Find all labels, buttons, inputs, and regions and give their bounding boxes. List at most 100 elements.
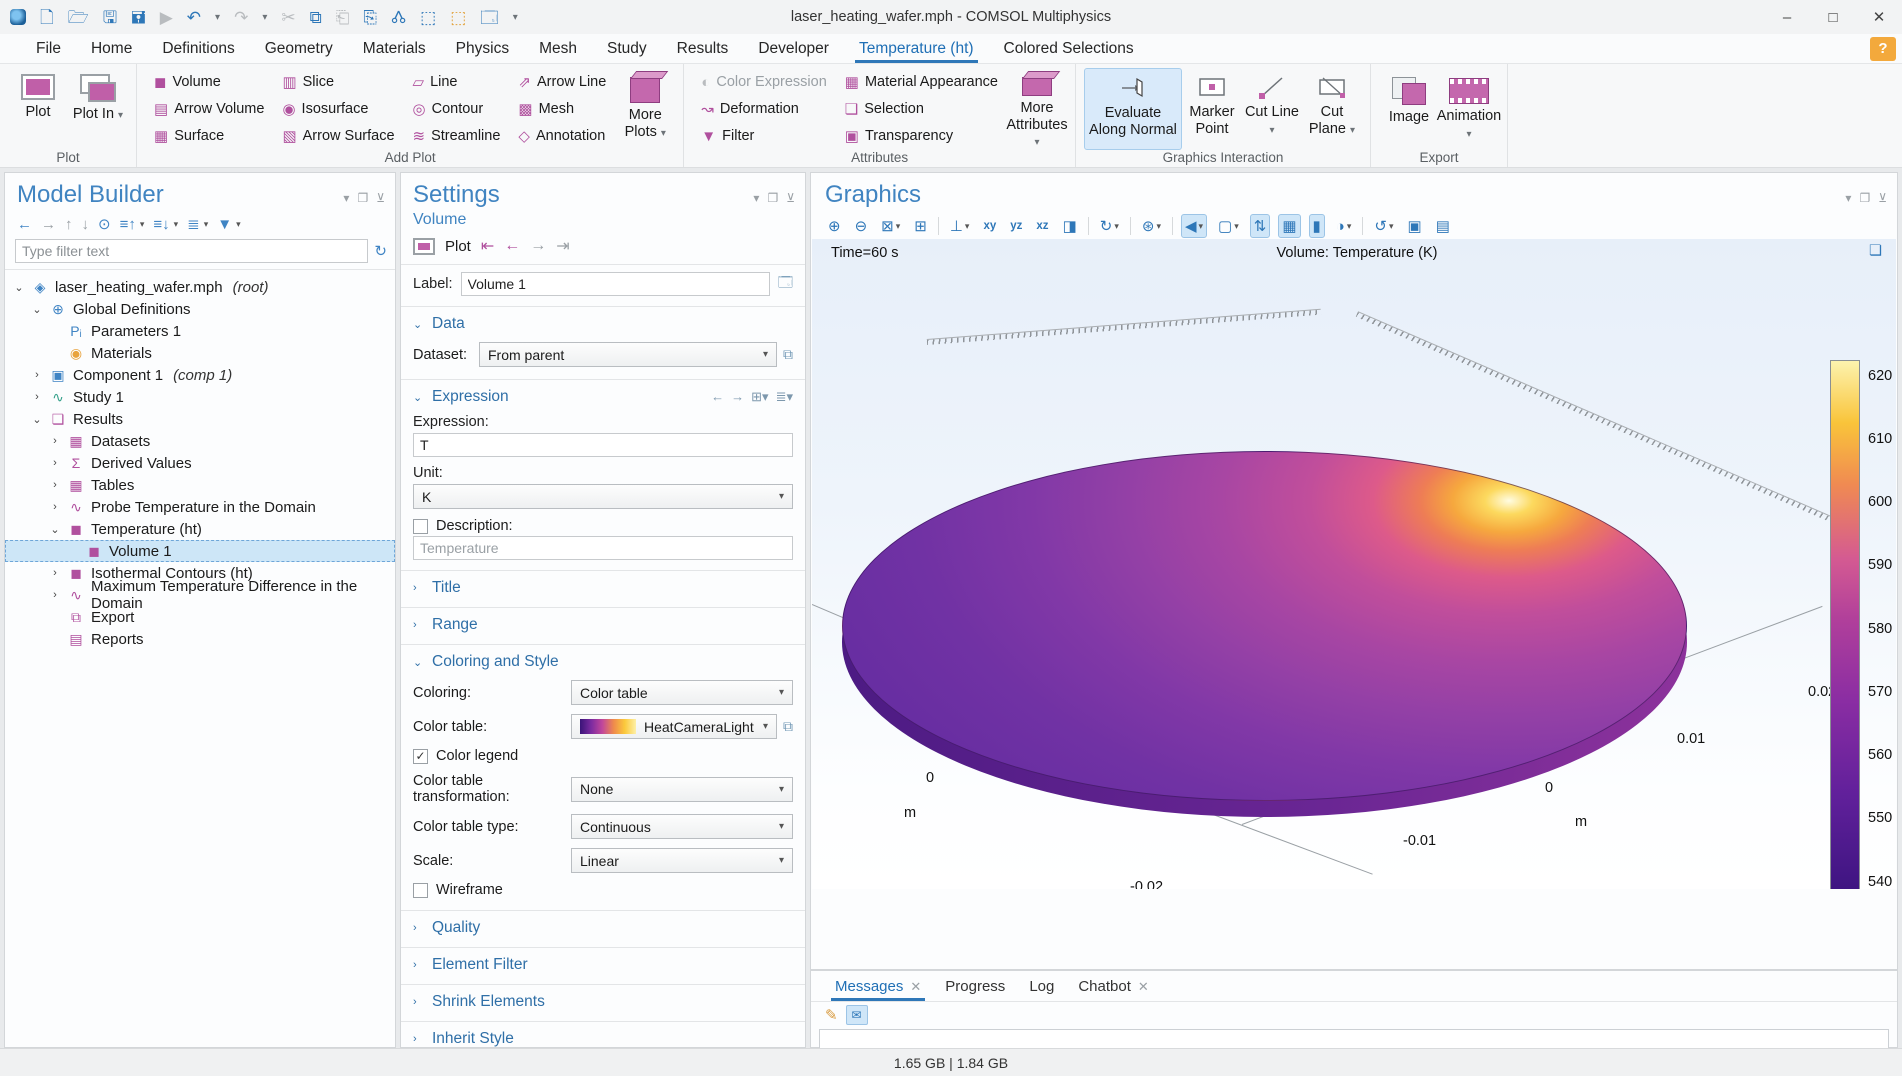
menu-materials[interactable]: Materials	[349, 36, 440, 62]
plot-button[interactable]: Plot	[8, 68, 68, 150]
selection-button[interactable]: ❏Selection	[838, 97, 1005, 121]
expression-input[interactable]	[413, 433, 793, 457]
panel-menu-icon[interactable]: ▾	[753, 191, 759, 205]
menu-geometry[interactable]: Geometry	[251, 36, 347, 62]
expander-icon[interactable]: ›	[49, 435, 61, 447]
volume-button[interactable]: ◼Volume	[147, 70, 271, 94]
menu-temperature-ht[interactable]: Temperature (ht)	[845, 36, 988, 62]
menu-definitions[interactable]: Definitions	[148, 36, 248, 62]
section-expand-icon[interactable]: ›	[413, 619, 423, 631]
tree-item-reports[interactable]: ▤Reports	[5, 628, 395, 650]
evaluate-along-normal-button[interactable]: Evaluate Along Normal	[1084, 68, 1182, 150]
tree-item-tables[interactable]: ›▦Tables	[5, 474, 395, 496]
tree-item-max-temperature-difference[interactable]: ›∿Maximum Temperature Difference in the …	[5, 584, 395, 606]
section-expand-icon[interactable]: ›	[413, 1033, 423, 1045]
line-button[interactable]: ▱Line	[406, 70, 508, 94]
perspective-icon[interactable]: ◨	[1060, 215, 1080, 237]
panel-float-icon[interactable]: ❐	[1859, 191, 1870, 205]
move-down-icon[interactable]: ↓	[82, 216, 90, 233]
deformation-button[interactable]: ↝Deformation	[694, 97, 833, 121]
expander-icon[interactable]: ›	[31, 369, 43, 381]
expander-icon[interactable]: ›	[49, 589, 61, 601]
label-input[interactable]	[461, 272, 770, 296]
section-collapse-icon[interactable]: ⌄	[413, 318, 423, 331]
insert-expression-icon[interactable]: ⊞▾	[751, 389, 768, 405]
tree-item-temperature-ht[interactable]: ⌄◼Temperature (ht)	[5, 518, 395, 540]
tree-item-export[interactable]: ⧉Export	[5, 606, 395, 628]
menu-home[interactable]: Home	[77, 36, 146, 62]
menu-file[interactable]: File	[22, 36, 75, 62]
color-table-transformation-select[interactable]: None▾	[571, 777, 793, 802]
image-button[interactable]: Image	[1379, 68, 1439, 150]
plot-canvas[interactable]: Time=60 s Volume: Temperature (K) ❏ 0.02…	[812, 239, 1896, 889]
copy-icon[interactable]: ⧉	[310, 9, 322, 26]
section-expand-icon[interactable]: ›	[413, 922, 423, 934]
expression-next-icon[interactable]: →	[731, 389, 744, 405]
tree-item-results[interactable]: ⌄❏Results	[5, 408, 395, 430]
expression-menu-icon[interactable]: ≣▾	[776, 389, 793, 405]
plot-window-icon[interactable]: ❏	[1869, 243, 1882, 259]
more-plots-button[interactable]: More Plots ▾	[615, 68, 675, 150]
show-icon[interactable]: ⊙	[98, 215, 111, 233]
move-up-icon[interactable]: ↑	[65, 216, 73, 233]
material-appearance-button[interactable]: ▦Material Appearance	[838, 70, 1005, 94]
view-yz-icon[interactable]: yz	[1007, 218, 1025, 234]
expander-icon[interactable]: ›	[49, 479, 61, 491]
filter-input[interactable]	[15, 239, 368, 263]
settings-plot-button[interactable]: Plot	[445, 238, 471, 255]
unit-select[interactable]: K▾	[413, 484, 793, 509]
description-input[interactable]	[413, 536, 793, 560]
clear-messages-icon[interactable]: ✎	[825, 1006, 838, 1024]
update-plot-icon[interactable]: ↺▾	[1371, 215, 1396, 237]
save-icon[interactable]: 🖫	[103, 9, 117, 26]
help-icon[interactable]: ?	[1870, 37, 1896, 61]
tab-log[interactable]: Log	[1019, 975, 1064, 1001]
dataset-select[interactable]: From parent▾	[479, 342, 777, 367]
zoom-extents-icon[interactable]: ⊞	[911, 215, 930, 237]
slice-button[interactable]: ▥Slice	[275, 70, 401, 94]
new-file-icon[interactable]: 🗋	[40, 9, 54, 26]
tree-item-volume-1[interactable]: ◼Volume 1	[5, 540, 395, 562]
preview-icon[interactable]: 🗔	[480, 9, 498, 26]
expander-icon[interactable]: ›	[49, 567, 61, 579]
cut-line-button[interactable]: Cut Line ▾	[1242, 68, 1302, 150]
annotation-button[interactable]: ◇Annotation	[511, 124, 613, 148]
filter-button[interactable]: ▼Filter	[694, 124, 833, 148]
show-grid-icon[interactable]: ▦	[1278, 214, 1300, 238]
back-icon[interactable]: ←	[17, 216, 32, 233]
undo-dropdown-icon[interactable]: ▾	[215, 12, 220, 23]
open-file-icon[interactable]: 🗁	[68, 9, 89, 26]
zoom-box-icon[interactable]: ⊠▾	[878, 215, 903, 237]
color-table-type-select[interactable]: Continuous▾	[571, 814, 793, 839]
last-plot-icon[interactable]: ⇥	[556, 236, 569, 256]
expander-icon[interactable]: ›	[31, 391, 43, 403]
tree-filter-dropdown-icon[interactable]: ▾	[236, 219, 241, 230]
contour-button[interactable]: ◎Contour	[406, 97, 508, 121]
app-icon[interactable]	[10, 9, 26, 25]
label-edit-icon[interactable]: 🗔	[778, 272, 793, 296]
tree-item-materials[interactable]: ◉Materials	[5, 342, 395, 364]
menu-developer[interactable]: Developer	[744, 36, 843, 62]
show-color-legend-icon[interactable]: ▮	[1309, 214, 1325, 238]
isosurface-button[interactable]: ◉Isosurface	[275, 97, 401, 121]
maximize-button[interactable]: □	[1810, 0, 1856, 34]
menu-colored-selections[interactable]: Colored Selections	[990, 36, 1148, 62]
view-xy-icon[interactable]: xy	[980, 218, 999, 234]
streamline-button[interactable]: ≋Streamline	[406, 124, 508, 148]
menu-study[interactable]: Study	[593, 36, 661, 62]
plot-appearance-icon[interactable]: ◑▾	[1333, 216, 1355, 237]
animation-button[interactable]: Animation▾	[1439, 68, 1499, 150]
coloring-select[interactable]: Color table▾	[571, 680, 793, 705]
tree-item-probe-temperature[interactable]: ›∿Probe Temperature in the Domain	[5, 496, 395, 518]
zoom-in-icon[interactable]: ⊕	[825, 215, 844, 237]
first-plot-icon[interactable]: ⇤	[481, 236, 494, 256]
arrow-volume-button[interactable]: ▤Arrow Volume	[147, 97, 271, 121]
tree-item-root[interactable]: ⌄◈laser_heating_wafer.mph(root)	[5, 276, 395, 298]
tab-chatbot[interactable]: Chatbot✕	[1068, 975, 1158, 1001]
transparency-button[interactable]: ▣Transparency	[838, 124, 1005, 148]
more-attributes-button[interactable]: More Attributes ▾	[1007, 68, 1067, 150]
play-icon[interactable]: ▶	[160, 9, 173, 26]
expander-icon[interactable]: ›	[49, 501, 61, 513]
tree-filter-icon[interactable]: ▼	[217, 216, 232, 233]
tab-progress[interactable]: Progress	[935, 975, 1015, 1001]
